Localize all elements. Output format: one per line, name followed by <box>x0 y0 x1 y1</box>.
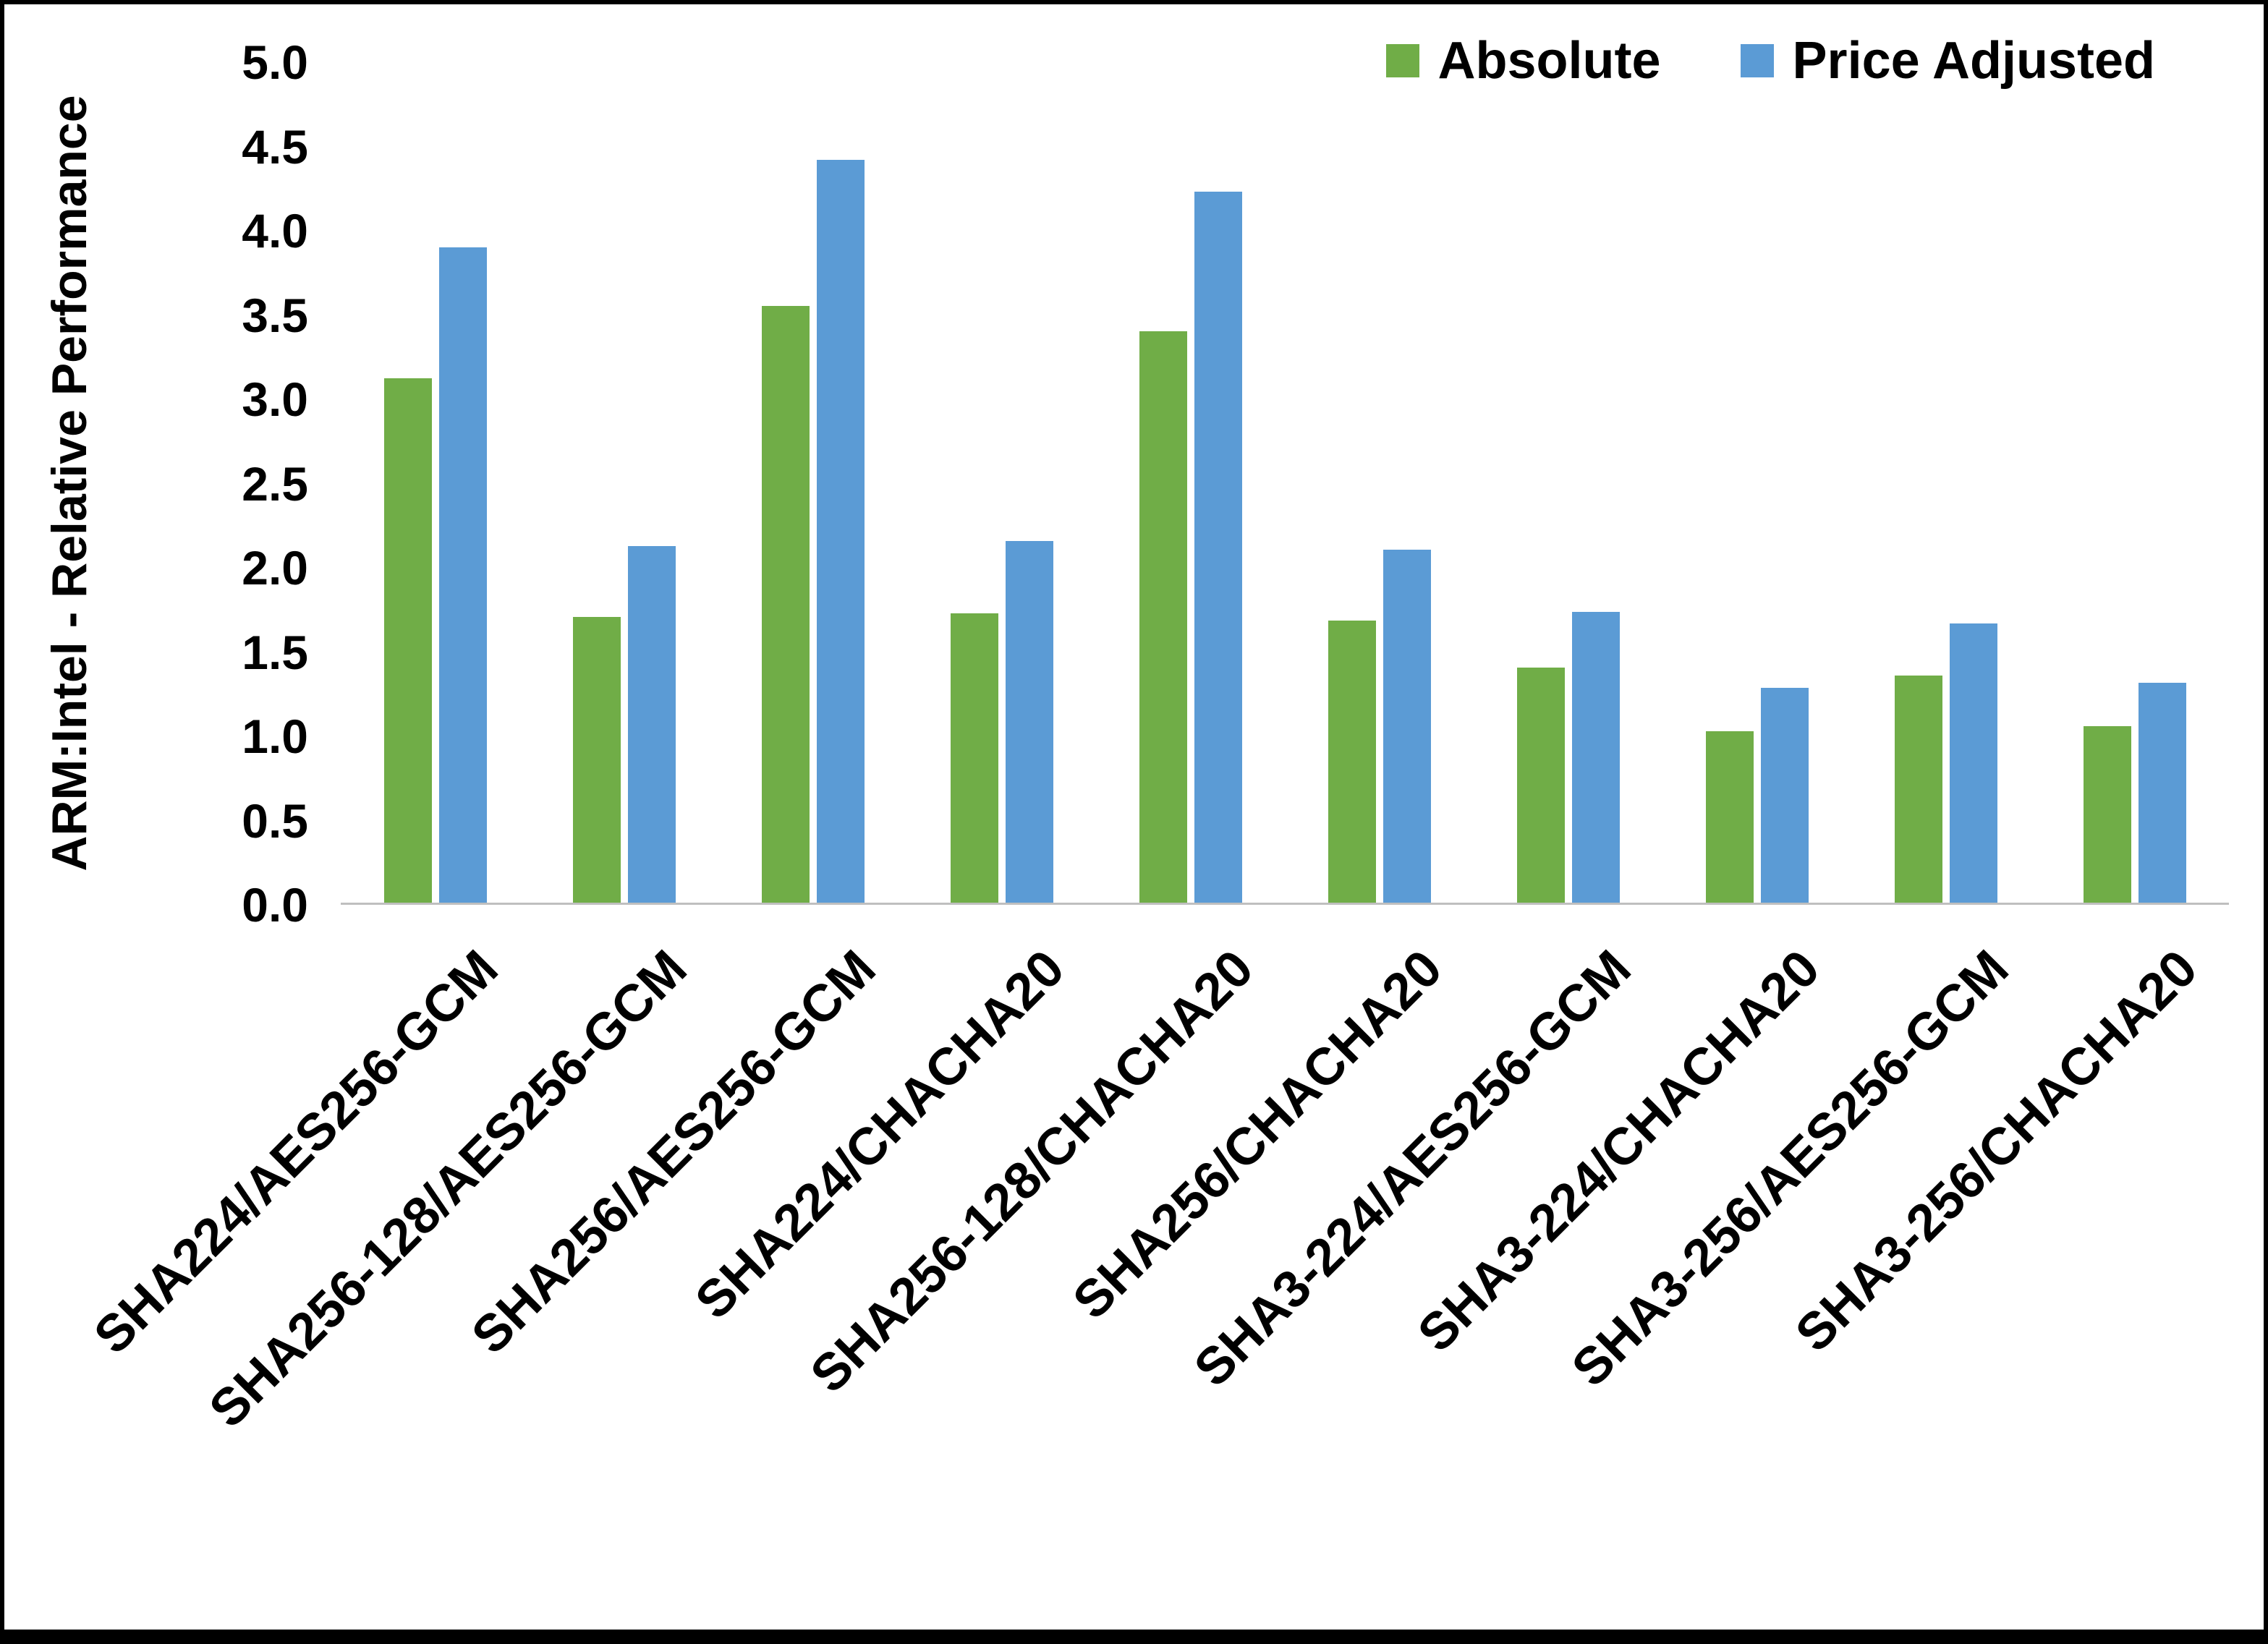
bar-absolute <box>950 613 998 903</box>
bar-price-adjusted <box>816 159 865 903</box>
x-axis-label: SHA224/CHACHA20 <box>684 939 1076 1331</box>
y-tick-label: 0.5 <box>242 793 308 848</box>
bar-absolute <box>1516 667 1565 903</box>
legend-label: Price Adjusted <box>1792 32 2155 90</box>
bar-absolute <box>761 305 810 903</box>
y-tick-label: 3.5 <box>242 288 308 342</box>
legend-item-absolute: Absolute <box>1385 32 1661 90</box>
y-tick-label: 4.0 <box>242 204 308 257</box>
x-axis-label: SHA256/CHACHA20 <box>1062 939 1453 1331</box>
bar-group-sha256-128-aes256-gcm <box>530 62 718 903</box>
bar-group-sha224-aes256-gcm <box>341 62 530 903</box>
y-tick-label: 5.0 <box>242 35 308 89</box>
bar-absolute <box>1705 731 1754 903</box>
legend-swatch-price-adjusted <box>1740 44 1774 77</box>
y-tick-label: 1.0 <box>242 710 308 763</box>
bar-group-sha3-256-aes256-gcm <box>1851 62 2040 903</box>
bar-price-adjusted <box>1760 687 1809 903</box>
bar-absolute <box>383 378 432 903</box>
bar-absolute <box>1328 620 1376 903</box>
legend-swatch-absolute <box>1385 44 1419 77</box>
y-tick-label: 0.0 <box>242 878 308 932</box>
bar-price-adjusted <box>627 546 676 903</box>
bar-absolute <box>2083 725 2131 903</box>
bar-absolute <box>1139 331 1187 903</box>
legend: Absolute Price Adjusted <box>1385 32 2155 90</box>
bar-price-adjusted <box>2138 682 2186 903</box>
bar-group-sha3-256-chacha20 <box>2040 62 2229 903</box>
y-tick-label: 1.5 <box>242 625 308 679</box>
y-tick-label: 3.0 <box>242 372 308 426</box>
y-axis-tick-labels: 5.0 4.5 4.0 3.5 3.0 2.5 2.0 1.5 1.0 0.5 0.0 <box>91 35 308 932</box>
bar-price-adjusted <box>1383 549 1431 903</box>
bar-price-adjusted <box>438 247 487 903</box>
legend-label: Absolute <box>1437 32 1661 90</box>
legend-item-price-adjusted: Price Adjusted <box>1740 32 2155 90</box>
plot-area <box>341 62 2229 905</box>
bar-group-sha256-aes256-gcm <box>718 62 907 903</box>
bar-group-sha256-chacha20 <box>1285 62 1474 903</box>
y-tick-label: 2.0 <box>242 541 308 595</box>
bar-group-sha256-128-chacha20 <box>1096 62 1285 903</box>
bar-price-adjusted <box>1194 191 1242 903</box>
y-tick-label: 2.5 <box>242 456 308 511</box>
bar-price-adjusted <box>1949 623 1997 903</box>
bar-absolute <box>1894 676 1942 903</box>
bar-group-sha3-224-aes256-gcm <box>1474 62 1662 903</box>
bar-group-sha3-224-chacha20 <box>1662 62 1851 903</box>
y-tick-label: 4.5 <box>242 119 308 174</box>
x-axis-labels: SHA224/AES256-GCM SHA256-128/AES256-GCM SH… <box>83 939 2229 1626</box>
bar-price-adjusted <box>1571 611 1620 903</box>
bar-absolute <box>572 616 621 903</box>
bar-group-sha224-chacha20 <box>907 62 1096 903</box>
bar-price-adjusted <box>1005 541 1053 903</box>
